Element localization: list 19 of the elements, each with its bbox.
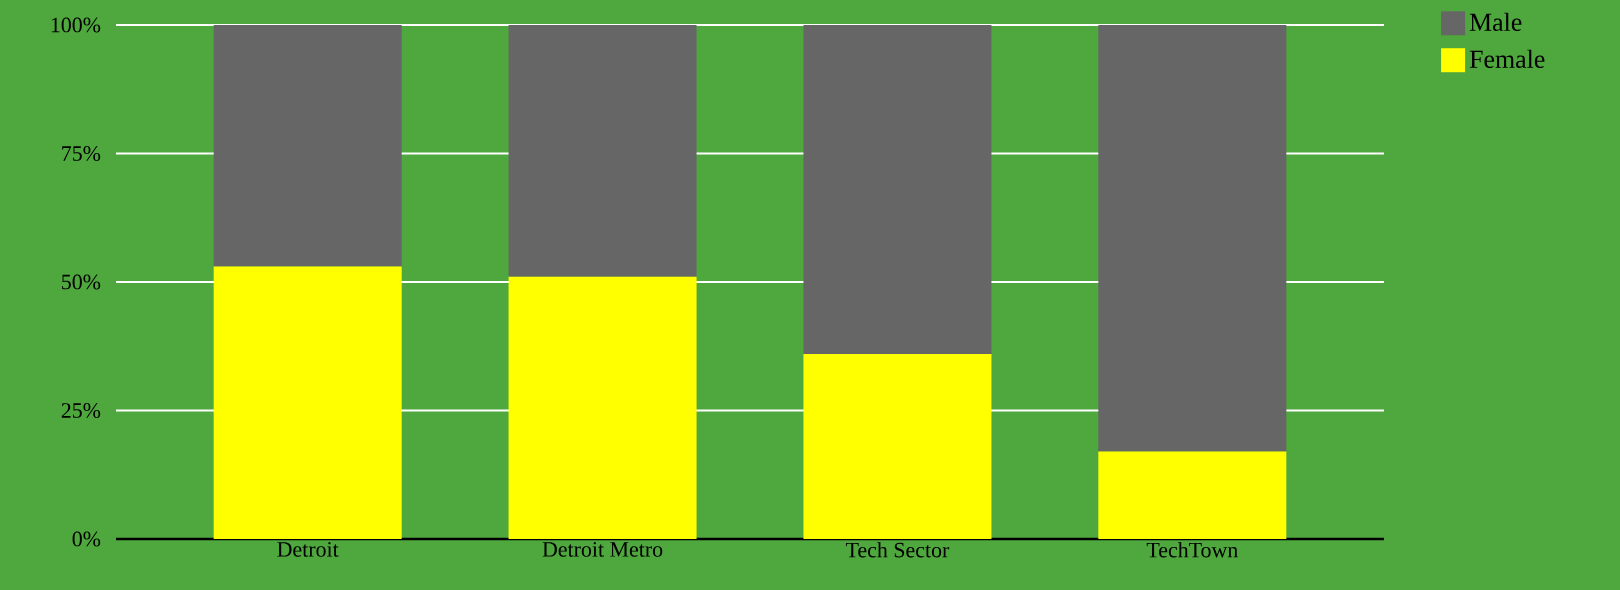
y-tick-label: 100% bbox=[51, 17, 101, 33]
legend-label: Female bbox=[1469, 49, 1545, 68]
bar bbox=[508, 24, 697, 277]
y-tick-label: 50% bbox=[62, 274, 101, 290]
x-tick-label: TechTown bbox=[1146, 542, 1238, 558]
bar bbox=[508, 276, 697, 539]
bar bbox=[1098, 24, 1287, 452]
bar bbox=[803, 24, 992, 354]
x-tick-label: Detroit Metro bbox=[542, 542, 663, 557]
x-tick-label: Detroit bbox=[277, 542, 339, 557]
bar bbox=[213, 24, 402, 267]
y-tick-label: 25% bbox=[61, 403, 101, 418]
x-tick-label: Tech Sector bbox=[845, 542, 950, 558]
y-tick-label: 75% bbox=[62, 146, 101, 161]
bar bbox=[803, 353, 992, 539]
bar bbox=[213, 266, 402, 539]
y-tick-label: 0% bbox=[72, 531, 101, 547]
bar bbox=[1098, 451, 1287, 539]
legend-label: Male bbox=[1469, 12, 1522, 32]
